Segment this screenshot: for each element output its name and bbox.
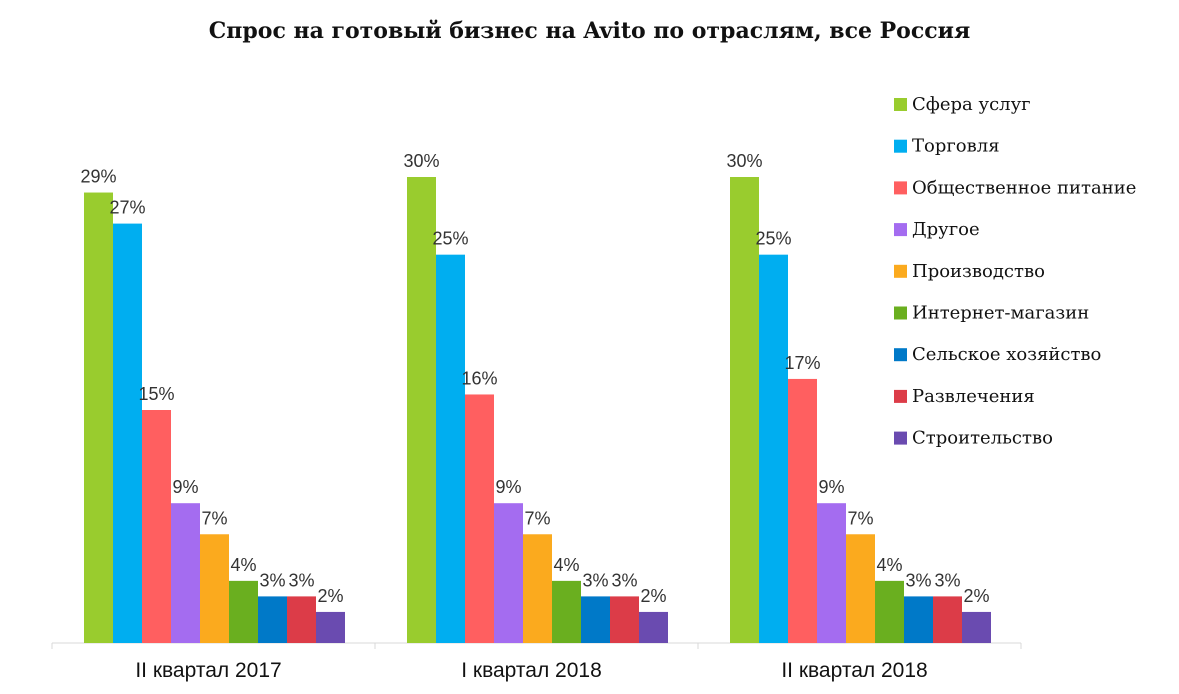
- bar: [84, 192, 113, 644]
- category-label: II квартал 2018: [781, 659, 927, 682]
- bar: [639, 611, 668, 643]
- legend-swatch: [894, 98, 907, 111]
- legend-swatch: [894, 431, 907, 445]
- bar: [962, 611, 991, 643]
- data-label: 4%: [230, 555, 256, 575]
- data-label: 25%: [755, 229, 791, 249]
- data-label: 3%: [259, 570, 285, 590]
- category-label: I квартал 2018: [461, 659, 602, 682]
- legend-label: Сельское хозяйство: [912, 344, 1101, 365]
- bar: [788, 378, 817, 643]
- legend-label: Общественное питание: [912, 177, 1136, 198]
- data-label: 9%: [172, 477, 198, 497]
- legend-label: Производство: [912, 261, 1045, 282]
- data-label: 9%: [495, 477, 521, 497]
- bar: [465, 394, 494, 643]
- data-label: 16%: [461, 368, 497, 388]
- data-label: 25%: [432, 229, 468, 249]
- bar: [316, 611, 345, 643]
- bar: [610, 596, 639, 643]
- data-label: 7%: [524, 508, 550, 528]
- bar: [407, 177, 436, 643]
- bar: [200, 534, 229, 643]
- legend-swatch: [894, 223, 907, 237]
- bar: [759, 254, 788, 643]
- data-label: 7%: [847, 508, 873, 528]
- category-label: II квартал 2017: [135, 659, 281, 682]
- bar: [171, 503, 200, 643]
- bar: [523, 534, 552, 643]
- legend-label: Торговля: [912, 136, 1000, 157]
- data-label: 3%: [582, 570, 608, 590]
- legend-swatch: [894, 264, 907, 278]
- chart-title: Спрос на готовый бизнес на Avito по отра…: [208, 18, 971, 44]
- data-label: 3%: [905, 570, 931, 590]
- legend-label: Интернет-магазин: [912, 303, 1089, 324]
- bar: [258, 596, 287, 643]
- legend-swatch: [894, 389, 907, 403]
- legend-label: Другое: [912, 219, 980, 240]
- data-label: 2%: [317, 586, 343, 606]
- bar: [817, 503, 846, 643]
- bar: [287, 596, 316, 643]
- legend-swatch: [894, 139, 907, 153]
- bar: [875, 580, 904, 643]
- data-label: 27%: [109, 198, 145, 218]
- bar: [581, 596, 610, 643]
- data-label: 9%: [818, 477, 844, 497]
- legend-swatch: [894, 181, 907, 195]
- data-label: 29%: [80, 167, 116, 187]
- legend-label: Строительство: [912, 428, 1053, 449]
- bar: [494, 503, 523, 643]
- data-label: 30%: [726, 151, 762, 171]
- data-label: 15%: [138, 384, 174, 404]
- data-label: 2%: [640, 586, 666, 606]
- bar: [229, 580, 258, 643]
- data-label: 4%: [876, 555, 902, 575]
- bar: [933, 596, 962, 643]
- data-label: 3%: [934, 570, 960, 590]
- data-label: 17%: [784, 353, 820, 373]
- data-label: 3%: [611, 570, 637, 590]
- bar: [730, 177, 759, 643]
- legend-label: Сфера услуг: [912, 94, 1031, 115]
- bar: [113, 223, 142, 643]
- data-label: 2%: [963, 586, 989, 606]
- data-label: 4%: [553, 555, 579, 575]
- bar: [436, 254, 465, 643]
- bar: [846, 534, 875, 643]
- bar: [142, 410, 171, 643]
- legend-swatch: [894, 306, 907, 320]
- data-label: 30%: [403, 151, 439, 171]
- legend-label: Развлечения: [912, 386, 1035, 407]
- bar: [552, 580, 581, 643]
- bar: [904, 596, 933, 643]
- data-label: 7%: [201, 508, 227, 528]
- data-label: 3%: [288, 570, 314, 590]
- legend-swatch: [894, 348, 907, 362]
